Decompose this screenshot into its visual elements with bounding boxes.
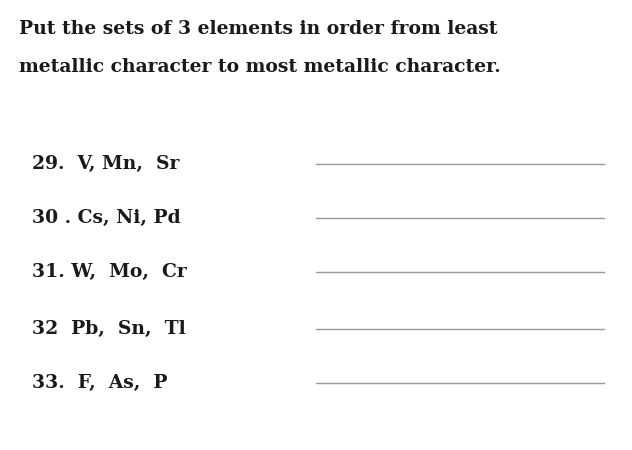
Text: metallic character to most metallic character.: metallic character to most metallic char… — [19, 58, 501, 76]
Text: 31. W,  Mo,  Cr: 31. W, Mo, Cr — [32, 263, 186, 281]
Text: 30 . Cs, Ni, Pd: 30 . Cs, Ni, Pd — [32, 209, 180, 227]
Text: 32  Pb,  Sn,  Tl: 32 Pb, Sn, Tl — [32, 320, 185, 338]
Text: Put the sets of 3 elements in order from least: Put the sets of 3 elements in order from… — [19, 20, 497, 38]
Text: 33.  F,  As,  P: 33. F, As, P — [32, 374, 167, 392]
Text: 29.  V, Mn,  Sr: 29. V, Mn, Sr — [32, 155, 179, 173]
